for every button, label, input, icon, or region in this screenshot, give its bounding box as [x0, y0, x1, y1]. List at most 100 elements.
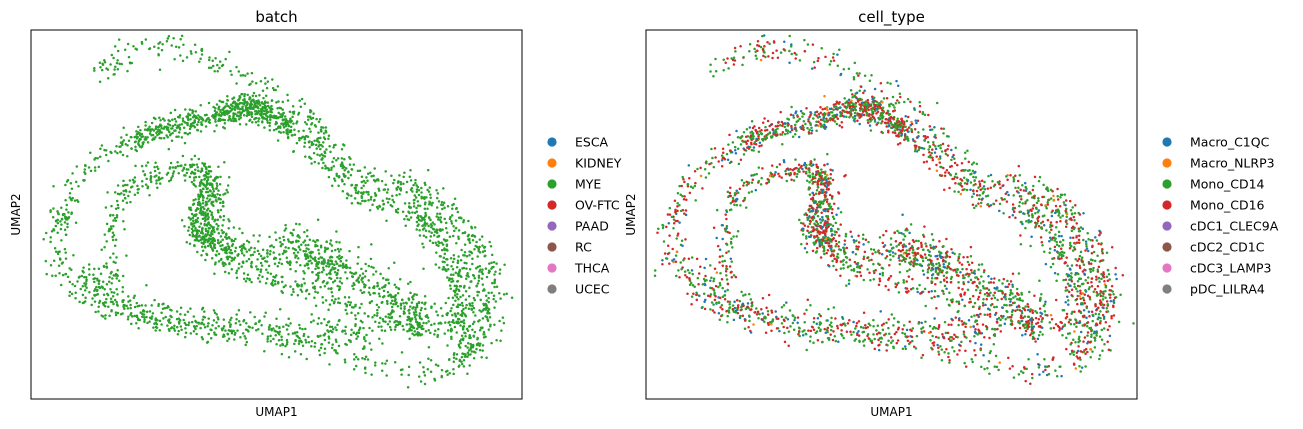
scatter-point: [156, 186, 159, 190]
scatter-point: [175, 135, 178, 139]
scatter-point: [679, 209, 683, 213]
scatter-point: [817, 120, 820, 124]
scatter-point: [318, 154, 322, 157]
scatter-point: [793, 123, 797, 127]
scatter-point: [903, 100, 906, 104]
scatter-point: [117, 279, 121, 282]
scatter-point: [81, 293, 85, 297]
scatter-point: [403, 307, 406, 310]
scatter-point: [1058, 204, 1062, 208]
scatter-point: [343, 295, 347, 299]
scatter-point: [384, 183, 387, 187]
scatter-point: [839, 72, 843, 76]
scatter-point: [424, 215, 427, 218]
scatter-point: [836, 117, 840, 121]
scatter-point: [470, 280, 473, 283]
scatter-point: [284, 124, 288, 128]
scatter-point: [455, 331, 458, 334]
scatter-point: [1110, 246, 1114, 249]
scatter-point: [284, 246, 287, 249]
scatter-point: [979, 188, 982, 191]
scatter-point: [135, 48, 139, 51]
scatter-point: [176, 333, 180, 336]
scatter-point: [241, 245, 245, 248]
scatter-point: [144, 164, 148, 167]
scatter-point: [261, 275, 264, 278]
scatter-point: [328, 276, 331, 280]
scatter-point: [466, 274, 469, 277]
scatter-point: [1096, 285, 1100, 288]
scatter-point: [666, 252, 670, 256]
scatter-point: [435, 196, 439, 200]
scatter-point: [928, 125, 932, 128]
scatter-point: [180, 218, 184, 222]
scatter-point: [129, 313, 132, 317]
scatter-point: [342, 264, 345, 267]
scatter-point: [1074, 318, 1077, 321]
scatter-point: [393, 261, 396, 264]
scatter-point: [334, 298, 337, 301]
scatter-point: [211, 192, 214, 195]
scatter-point: [953, 175, 957, 179]
scatter-point: [187, 321, 191, 324]
scatter-point: [436, 212, 439, 215]
scatter-point: [968, 168, 971, 172]
scatter-point: [462, 324, 466, 328]
scatter-point: [193, 213, 197, 217]
scatter-point: [228, 255, 231, 258]
scatter-point: [384, 315, 388, 318]
scatter-point: [44, 231, 48, 235]
scatter-point: [934, 147, 938, 151]
scatter-point: [247, 241, 251, 244]
scatter-point: [389, 328, 393, 332]
scatter-point: [398, 278, 402, 281]
scatter-point: [112, 225, 115, 228]
scatter-point: [460, 309, 464, 313]
scatter-point: [937, 346, 940, 350]
scatter-point: [489, 325, 492, 328]
scatter-point: [104, 314, 107, 317]
scatter-point: [866, 332, 870, 336]
scatter-point: [947, 144, 950, 147]
scatter-point: [356, 169, 360, 173]
scatter-point: [1065, 312, 1069, 316]
scatter-point: [691, 272, 694, 276]
scatter-point: [383, 329, 387, 332]
scatter-point: [372, 291, 375, 295]
scatter-point: [174, 45, 178, 48]
scatter-point: [992, 202, 995, 206]
scatter-point: [128, 190, 131, 194]
scatter-point: [293, 332, 297, 335]
scatter-point: [204, 185, 207, 189]
scatter-point: [486, 309, 490, 312]
scatter-point: [202, 196, 205, 199]
scatter-point: [382, 203, 385, 206]
scatter-point: [346, 192, 349, 195]
scatter-point: [260, 102, 264, 105]
scatter-point: [401, 324, 404, 328]
scatter-point: [399, 180, 402, 184]
scatter-point: [699, 166, 702, 170]
scatter-point: [1064, 199, 1068, 202]
scatter-point: [415, 210, 419, 213]
scatter-point: [415, 220, 419, 224]
scatter-point: [318, 271, 321, 274]
scatter-point: [354, 333, 358, 336]
scatter-point: [1057, 234, 1061, 238]
scatter-point: [1045, 206, 1048, 210]
scatter-point: [174, 129, 177, 132]
scatter-point: [287, 317, 290, 320]
scatter-point: [98, 301, 101, 304]
scatter-point: [286, 238, 290, 241]
scatter-point: [211, 59, 214, 63]
scatter-point: [281, 100, 285, 104]
scatter-point: [243, 74, 247, 77]
scatter-point: [78, 275, 81, 278]
scatter-point: [282, 285, 286, 289]
scatter-point: [460, 355, 464, 359]
scatter-point: [928, 144, 932, 148]
scatter-point: [279, 131, 283, 134]
scatter-point: [321, 301, 325, 304]
scatter-point: [243, 334, 246, 338]
scatter-point: [390, 299, 394, 303]
